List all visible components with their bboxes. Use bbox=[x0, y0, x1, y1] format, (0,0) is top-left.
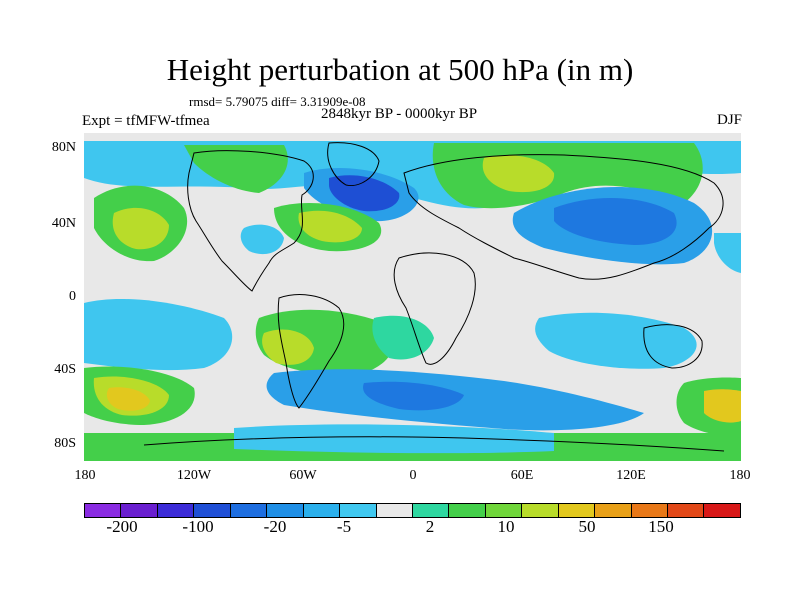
lat-label-80s: 80S bbox=[54, 436, 76, 451]
colorbar-swatch-2 bbox=[121, 504, 158, 517]
coast-australia bbox=[643, 324, 703, 369]
plot-title: Height perturbation at 500 hPa (in m) bbox=[166, 52, 634, 87]
field-gulf-light-blue bbox=[240, 224, 284, 255]
field-south-pacific-light-blue bbox=[84, 298, 233, 371]
lat-label-40s: 40S bbox=[54, 362, 76, 377]
lat-label-40n: 40N bbox=[51, 216, 76, 231]
coast-eurasia bbox=[403, 154, 724, 280]
colorbar-label-1: -200 bbox=[106, 517, 138, 536]
colorbar-swatch-18 bbox=[704, 504, 740, 517]
colorbar-swatch-7 bbox=[303, 504, 341, 517]
coast-antarctica bbox=[143, 436, 725, 452]
colorbar-swatch-13 bbox=[522, 504, 559, 517]
coast-north-america bbox=[187, 150, 314, 292]
lon-label-0: 0 bbox=[409, 468, 417, 483]
colorbar-swatch-12 bbox=[485, 504, 523, 517]
field-indian-ocean-light-blue bbox=[535, 312, 697, 369]
lon-label-120w: 120W bbox=[176, 468, 212, 483]
lat-label-80n: 80N bbox=[51, 140, 76, 155]
field-canada-green bbox=[184, 145, 288, 193]
experiment-label: Expt = tfMFW-tfmea bbox=[82, 113, 210, 129]
map-plot bbox=[84, 133, 741, 461]
colorbar-swatch-9 bbox=[376, 504, 413, 517]
coast-greenland bbox=[327, 142, 380, 187]
season-label: DJF bbox=[716, 112, 742, 128]
colorbar bbox=[84, 503, 741, 518]
colorbar-swatch-15 bbox=[595, 504, 632, 517]
colorbar-swatch-11 bbox=[449, 504, 486, 517]
lon-label-120e: 120E bbox=[616, 468, 646, 483]
colorbar-swatch-3 bbox=[157, 504, 195, 517]
colorbar-swatch-17 bbox=[668, 504, 705, 517]
colorbar-label-3: -20 bbox=[263, 517, 287, 536]
field-south-america-teal bbox=[372, 315, 434, 360]
coast-south-america bbox=[277, 294, 345, 409]
field-siberia-yellow bbox=[482, 155, 555, 193]
field-north-america-yellow bbox=[298, 210, 362, 243]
period-text: 2848kyr BP - 0000kyr BP bbox=[321, 106, 478, 122]
field-asia-deep bbox=[554, 197, 677, 245]
field-southern-ocean-deep bbox=[363, 381, 464, 411]
rmsd-text: rmsd= 5.79075 diff= 3.31909e-08 bbox=[189, 94, 366, 109]
colorbar-label-4: -5 bbox=[336, 517, 352, 536]
colorbar-swatch-14 bbox=[558, 504, 596, 517]
lon-label-60e: 60E bbox=[510, 468, 534, 483]
colorbar-swatch-10 bbox=[412, 504, 450, 517]
field-south-america-yellow bbox=[262, 329, 314, 365]
colorbar-swatch-8 bbox=[340, 504, 377, 517]
colorbar-label-5: 2 bbox=[425, 517, 435, 536]
coastlines bbox=[143, 142, 725, 452]
lat-label-equator: 0 bbox=[69, 289, 76, 304]
field-pacific-east-light-blue bbox=[714, 233, 741, 273]
coast-africa bbox=[393, 252, 476, 365]
colorbar-swatch-1 bbox=[85, 504, 122, 517]
lon-label-180-east: 180 bbox=[729, 468, 751, 483]
colorbar-swatch-6 bbox=[267, 504, 304, 517]
colorbar-label-6: 10 bbox=[497, 517, 515, 536]
colorbar-swatch-16 bbox=[631, 504, 668, 517]
colorbar-swatch-4 bbox=[194, 504, 231, 517]
field-north-pacific-yellow bbox=[112, 207, 169, 250]
colorbar-label-8: 150 bbox=[648, 517, 674, 536]
field-east-pacific-yellow bbox=[704, 389, 741, 423]
colorbar-label-7: 50 bbox=[578, 517, 596, 536]
field-north-atlantic-deep bbox=[329, 175, 400, 212]
lon-label-60w: 60W bbox=[289, 468, 317, 483]
field-antarctic-blue bbox=[234, 424, 554, 454]
colorbar-label-2: -100 bbox=[182, 517, 214, 536]
lon-label-180-west: 180 bbox=[74, 468, 96, 483]
field-south-pacific-orange bbox=[106, 387, 150, 411]
colorbar-swatch-5 bbox=[230, 504, 268, 517]
